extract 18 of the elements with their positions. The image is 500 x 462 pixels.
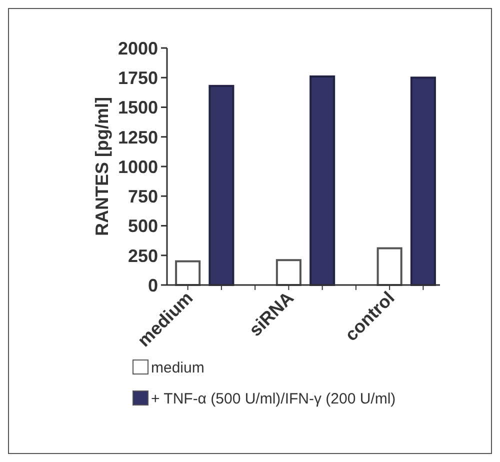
y-tick-label: 0	[148, 275, 158, 296]
y-tick-label: 1250	[118, 127, 158, 148]
legend-label: + TNF-α (500 U/ml)/IFN-γ (200 U/ml)	[151, 390, 396, 408]
bar	[175, 260, 201, 286]
y-tick-label: 750	[128, 186, 158, 207]
bar	[310, 75, 336, 286]
y-tick-label: 1000	[118, 156, 158, 177]
bar	[276, 259, 302, 286]
legend-label: medium	[151, 359, 204, 376]
y-tick-label: 500	[128, 216, 158, 236]
y-axis-title: RANTES [pg/ml]	[92, 97, 112, 236]
bar	[208, 84, 234, 286]
bar	[410, 76, 436, 286]
y-tick-label: 1750	[118, 68, 158, 88]
y-tick-label: 2000	[118, 38, 158, 58]
bar	[376, 247, 402, 286]
y-tick-label: 1500	[118, 98, 158, 118]
y-tick-label: 250	[128, 246, 158, 266]
